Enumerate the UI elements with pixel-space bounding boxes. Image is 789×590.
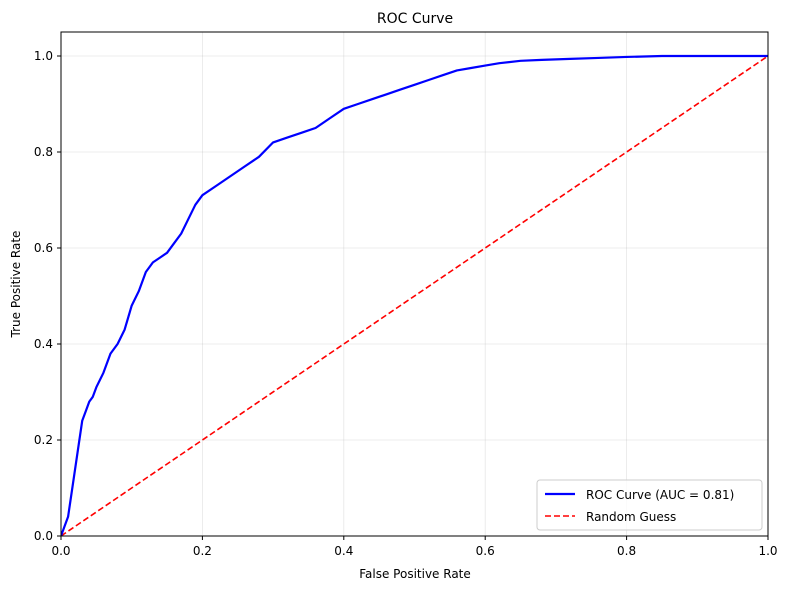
legend: ROC Curve (AUC = 0.81) Random Guess — [536, 479, 763, 531]
y-tick-label: 0.4 — [34, 337, 53, 351]
legend-label-roc: ROC Curve (AUC = 0.81) — [586, 488, 734, 502]
grid — [60, 32, 769, 537]
legend-box — [536, 479, 763, 531]
x-tick-label: 1.0 — [758, 544, 777, 558]
roc-curve-line — [61, 54, 768, 536]
random-guess-line — [61, 55, 768, 536]
y-tick-label: 0.6 — [34, 241, 53, 255]
y-tick-label: 0.0 — [34, 529, 53, 543]
x-tick-label: 0.6 — [476, 544, 495, 558]
y-axis-label: True Positive Rate — [9, 231, 23, 339]
axes-ticks: 0.0 0.2 0.4 0.6 0.8 1.0 0.0 0.2 0.4 0.6 0.8 1.0 — [34, 49, 778, 558]
legend-label-random: Random Guess — [586, 510, 676, 524]
x-tick-label: 0.0 — [51, 544, 70, 558]
y-tick-label: 1.0 — [34, 49, 53, 63]
plot-area — [61, 54, 768, 536]
plot-frame — [60, 31, 769, 537]
y-tick-label: 0.8 — [34, 145, 53, 159]
x-axis-label: False Positive Rate — [359, 567, 471, 581]
x-tick-label: 0.8 — [617, 544, 636, 558]
chart-title: ROC Curve — [377, 11, 453, 27]
x-tick-label: 0.4 — [334, 544, 353, 558]
x-tick-label: 0.2 — [193, 544, 212, 558]
y-tick-label: 0.2 — [34, 433, 53, 447]
